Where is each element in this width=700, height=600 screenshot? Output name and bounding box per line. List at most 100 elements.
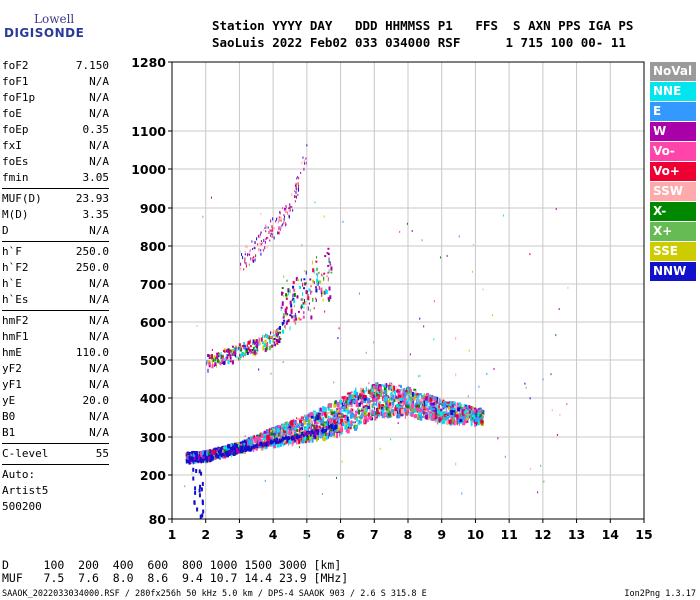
- trace-point-f2: [451, 418, 454, 423]
- trace-point-f2: [285, 431, 287, 437]
- trace-point-f2: [206, 450, 209, 456]
- trace-point-2hop: [216, 358, 219, 363]
- trace-point-2hop: [324, 290, 326, 295]
- station-header-labels: Station YYYY DAY DDD HHMMSS P1 FFS S AXN…: [212, 18, 634, 33]
- trace-point-f2: [318, 432, 321, 438]
- outlier-point: [486, 372, 488, 375]
- trace-point-f2: [416, 409, 418, 413]
- trace-point-2hop: [313, 307, 315, 310]
- trace-point-f2: [291, 419, 294, 423]
- trace-point-2hop: [226, 353, 228, 358]
- trace-point-2hop: [298, 317, 301, 321]
- trace-point-3hop: [239, 250, 241, 254]
- trace-point-f2: [407, 391, 411, 395]
- trace-point-f2: [386, 384, 389, 387]
- trace-point-f2: [365, 413, 369, 416]
- trace-point-2hop: [273, 337, 276, 340]
- trace-point-f2: [394, 407, 398, 413]
- trace-point-f2: [387, 413, 389, 416]
- trace-point-base: [237, 450, 240, 454]
- trace-point-f2: [398, 397, 402, 401]
- trace-point-2hop: [295, 277, 298, 282]
- trace-point-f2: [216, 449, 218, 454]
- trace-point-f2: [446, 413, 449, 417]
- trace-point-f2: [457, 407, 461, 412]
- trace-point-f2: [335, 408, 337, 411]
- trace-point-2hop: [206, 360, 209, 363]
- trace-point-f2: [381, 409, 385, 414]
- trace-point-f2: [303, 435, 306, 441]
- trace-point-f2: [420, 401, 422, 405]
- outlier-point: [409, 353, 411, 356]
- param-value: N/A: [89, 277, 109, 290]
- trace-point-f2: [251, 440, 253, 444]
- trace-point-f2: [189, 453, 191, 456]
- trace-point-3hop: [293, 195, 295, 199]
- trace-point-f2: [472, 417, 474, 420]
- trace-point-f2: [336, 409, 340, 415]
- param-row: h`Es N/A: [2, 292, 109, 308]
- param-value: 7.150: [75, 59, 109, 72]
- trace-point-f2: [328, 403, 332, 408]
- param-value: N/A: [89, 75, 109, 88]
- trace-point-base: [296, 434, 299, 438]
- trace-point-f2: [314, 421, 317, 425]
- trace-point-f2: [446, 401, 450, 404]
- trace-point-f2: [340, 408, 342, 414]
- trace-point-f2: [446, 402, 450, 406]
- trace-point-f2: [257, 438, 260, 444]
- trace-point-f2: [359, 394, 361, 399]
- trace-point-f2: [469, 406, 473, 411]
- trace-point-f2: [299, 432, 302, 436]
- trace-point-f2: [197, 450, 199, 453]
- param-row: MUF(D) 23.93: [2, 191, 109, 207]
- trace-point-f2: [391, 398, 394, 401]
- trace-point-2hop: [303, 287, 306, 290]
- trace-point-3hop: [285, 204, 287, 207]
- trace-point-f2: [450, 407, 452, 411]
- trace-point-2hop: [246, 351, 249, 355]
- trace-point-f2: [335, 430, 339, 433]
- trace-point-f2: [295, 426, 298, 432]
- trace-point-f2: [355, 400, 358, 404]
- outlier-point: [211, 348, 213, 351]
- outlier-point: [446, 254, 448, 257]
- trace-point-3hop: [244, 260, 246, 264]
- trace-point-2hop: [241, 345, 244, 348]
- trace-point-3hop: [273, 226, 275, 230]
- trace-point-2hop: [293, 299, 296, 304]
- trace-point-f2: [274, 426, 278, 430]
- trace-point-base: [306, 434, 309, 438]
- outlier-point: [478, 385, 480, 388]
- trace-point-base: [251, 445, 254, 449]
- trace-point-2hop: [211, 364, 214, 369]
- trace-point-2hop: [315, 298, 317, 302]
- trace-point-f2: [368, 415, 372, 420]
- outlier-point: [542, 378, 544, 381]
- trace-point-f2: [289, 420, 293, 426]
- param-row: C-level 55: [2, 446, 109, 462]
- param-label: B0: [2, 410, 16, 423]
- trace-point-2hop: [297, 295, 299, 298]
- trace-point-f2: [376, 383, 379, 389]
- trace-point-base: [205, 458, 208, 462]
- trace-point-f2: [413, 395, 417, 398]
- trace-point-2hop: [207, 368, 209, 373]
- trace-point-f2: [351, 394, 354, 399]
- trace-point-2hop: [248, 340, 251, 345]
- trace-point-f2: [426, 399, 429, 402]
- trace-point-2hop: [215, 356, 217, 360]
- trace-point-f2: [369, 389, 371, 395]
- trace-point-f2: [282, 429, 286, 433]
- trace-point-f2: [340, 414, 344, 417]
- param-value: 110.0: [75, 346, 109, 359]
- trace-point-f2: [430, 415, 432, 421]
- trace-point-2hop: [287, 287, 289, 291]
- outlier-point: [365, 351, 367, 354]
- trace-point-2hop: [216, 352, 219, 356]
- trace-point-f2: [415, 402, 418, 405]
- trace-point-base: [236, 447, 239, 451]
- trace-point-2hop: [287, 290, 290, 293]
- trace-point-3hop: [295, 195, 297, 199]
- trace-point-f2: [280, 441, 283, 446]
